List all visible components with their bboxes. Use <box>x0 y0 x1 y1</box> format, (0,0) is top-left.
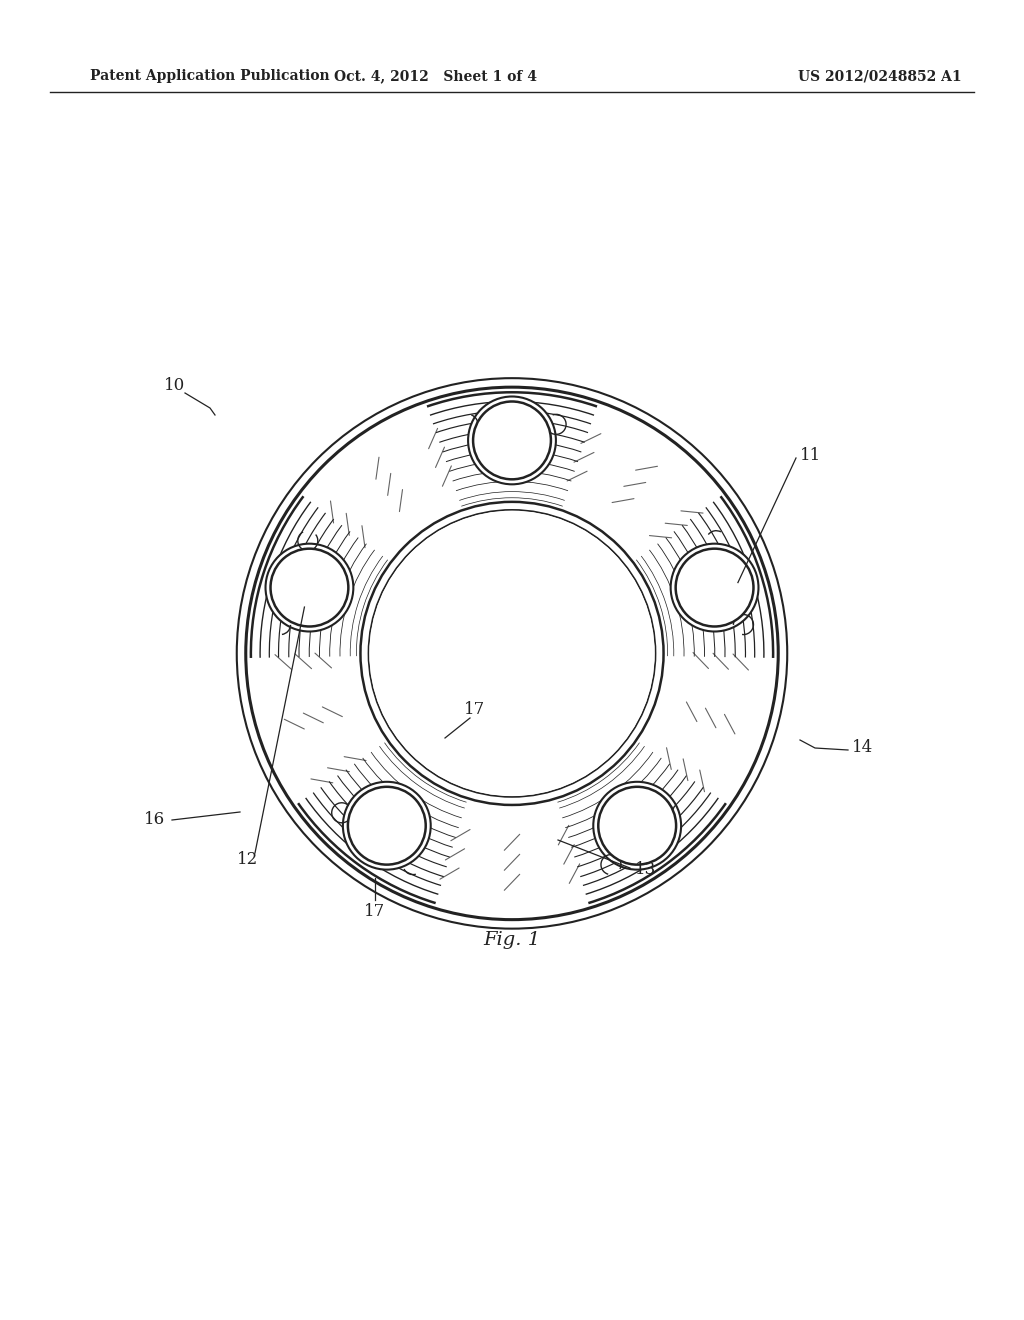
Circle shape <box>270 549 348 627</box>
Circle shape <box>473 401 551 479</box>
Circle shape <box>360 502 664 805</box>
Circle shape <box>246 387 778 920</box>
Circle shape <box>459 388 565 494</box>
Text: Fig. 1: Fig. 1 <box>483 931 541 949</box>
Circle shape <box>348 787 426 865</box>
Text: 14: 14 <box>852 739 873 756</box>
Circle shape <box>370 511 654 796</box>
Text: Patent Application Publication: Patent Application Publication <box>90 69 330 83</box>
Circle shape <box>593 781 681 870</box>
Text: 10: 10 <box>165 376 185 393</box>
Circle shape <box>265 544 353 631</box>
Text: US 2012/0248852 A1: US 2012/0248852 A1 <box>798 69 962 83</box>
Text: 12: 12 <box>238 851 259 869</box>
Circle shape <box>343 781 431 870</box>
Circle shape <box>598 787 676 865</box>
Text: 11: 11 <box>800 446 821 463</box>
Circle shape <box>334 772 439 879</box>
Text: 17: 17 <box>464 701 485 718</box>
Text: Oct. 4, 2012   Sheet 1 of 4: Oct. 4, 2012 Sheet 1 of 4 <box>334 69 537 83</box>
Text: 17: 17 <box>365 903 386 920</box>
Circle shape <box>257 535 362 640</box>
Circle shape <box>671 544 759 631</box>
Circle shape <box>662 535 767 640</box>
Circle shape <box>585 772 690 879</box>
Text: 13: 13 <box>635 862 656 879</box>
Circle shape <box>468 396 556 484</box>
Circle shape <box>676 549 754 627</box>
Text: 16: 16 <box>144 812 166 829</box>
